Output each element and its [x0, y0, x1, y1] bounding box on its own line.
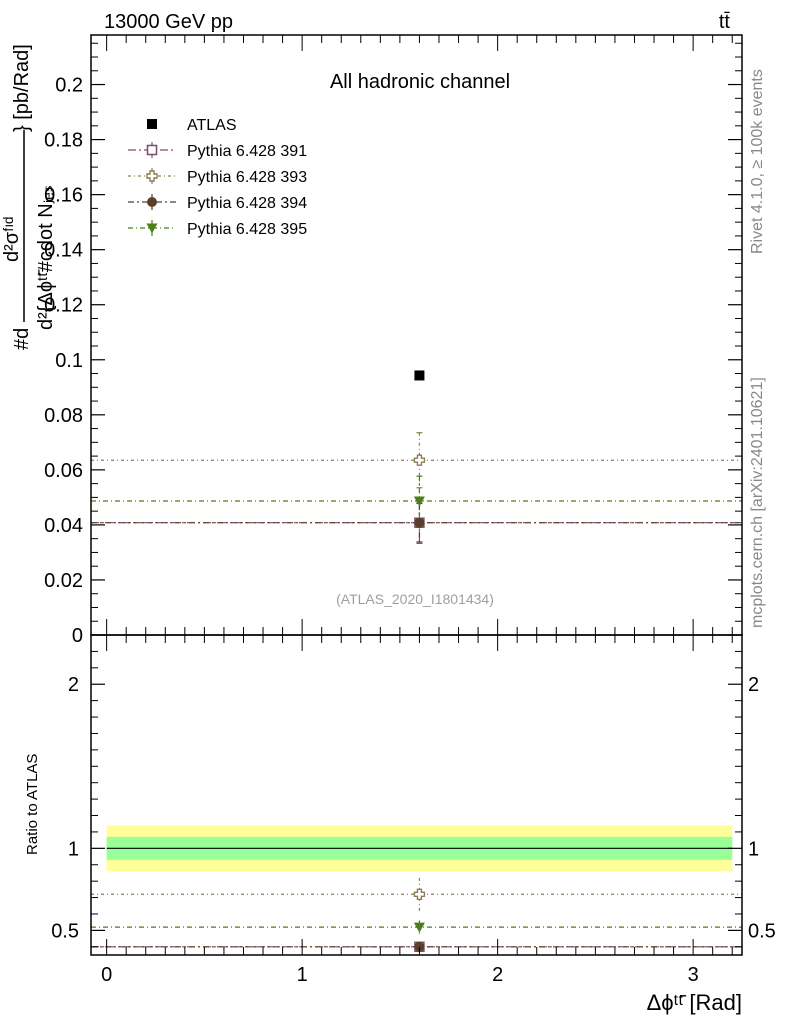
ratio-ylabel: Ratio to ATLAS — [24, 754, 41, 855]
data-point-atlas — [414, 370, 425, 381]
y-tick-label: 0.06 — [44, 460, 83, 482]
rivet-label: Rivet 4.1.0, ≥ 100k events — [749, 69, 766, 254]
y-tick-label: 0.16 — [44, 185, 83, 207]
legend-marker — [147, 197, 157, 207]
ratio-y-tick-label-right: 0.5 — [748, 920, 776, 942]
ratio-y-tick-label-right: 1 — [748, 838, 759, 860]
legend-label: Pythia 6.428 395 — [187, 221, 307, 238]
ratio-y-tick-label-left: 0.5 — [51, 920, 79, 942]
x-tick-label: 0 — [101, 964, 112, 986]
ratio-ticks — [91, 635, 742, 955]
y-tick-label: 0.1 — [55, 350, 83, 372]
data-point-pythia-6-428-394 — [414, 517, 425, 528]
x-tick-label: 1 — [297, 964, 308, 986]
ratio-point-pythia-6-428-393 — [413, 888, 426, 900]
main-ylabel: #d d²σᶠᶦᵈ d²{Δϕᵗᵗ̄#cdot Nⱼₑₛ } [pb/Rad] — [1, 44, 57, 350]
y-tick-label: 0.2 — [55, 75, 83, 97]
legend-item-pythia-6-428-393: Pythia 6.428 393 — [128, 168, 307, 186]
ratio-point-pythia-6-428-395 — [413, 922, 425, 933]
ratio-y-tick-label-left: 2 — [68, 674, 79, 696]
ylabel-frac-top: d²σᶠᶦᵈ — [1, 217, 23, 262]
data-point-pythia-6-428-393 — [413, 454, 426, 466]
legend-marker — [146, 223, 158, 234]
main-panel: 00.020.040.060.080.10.120.140.160.180.2 … — [1, 34, 743, 647]
legend: ATLAS Pythia 6.428 391 Pythia 6.428 393 Pyt… — [128, 117, 307, 238]
ylabel-prefix: #d — [11, 328, 33, 350]
legend-item-pythia-6-428-394: Pythia 6.428 394 — [128, 194, 307, 212]
legend-item-pythia-6-428-395: Pythia 6.428 395 — [128, 220, 307, 238]
legend-label: Pythia 6.428 394 — [187, 195, 307, 212]
mcplots-label: mcplots.cern.ch [arXiv:2401.10621] — [749, 377, 766, 628]
y-tick-label: 0.04 — [44, 515, 83, 537]
legend-label: Pythia 6.428 393 — [187, 169, 307, 186]
legend-label: ATLAS — [187, 117, 237, 134]
main-ticks — [91, 35, 742, 636]
main-data-points — [413, 370, 426, 528]
y-tick-label: 0.18 — [44, 130, 83, 152]
x-tick-label: 2 — [492, 964, 503, 986]
ratio-point-pythia-6-428-394 — [414, 941, 425, 952]
y-tick-label: 0.12 — [44, 295, 83, 317]
legend-marker — [147, 119, 157, 129]
legend-marker — [146, 170, 158, 182]
legend-item-pythia-6-428-391: Pythia 6.428 391 — [128, 142, 307, 160]
main-title: All hadronic channel — [330, 71, 510, 93]
legend-item-atlas: ATLAS — [147, 117, 237, 134]
y-tick-label: 0.14 — [44, 240, 83, 262]
ratio-y-tick-label-left: 1 — [68, 838, 79, 860]
y-tick-label: 0.08 — [44, 405, 83, 427]
ylabel-unit: } [pb/Rad] — [11, 44, 33, 132]
y-tick-label: 0.02 — [44, 570, 83, 592]
watermark: (ATLAS_2020_I1801434) — [336, 591, 494, 607]
x-axis-label: Δϕᵗᵗ̄ [Rad] — [647, 990, 742, 1015]
legend-marker — [146, 144, 158, 156]
ratio-xtick-labels: 0 1 2 3 — [101, 964, 699, 986]
ratio-data-points — [413, 888, 426, 953]
legend-label: Pythia 6.428 391 — [187, 143, 307, 160]
energy-label: 13000 GeV pp — [104, 11, 233, 33]
main-reference-lines — [91, 459, 742, 524]
ratio-y-tick-label-right: 2 — [748, 674, 759, 696]
ylabel-frac-bottom: d²{Δϕᵗᵗ̄#cdot Nⱼₑₛ — [35, 185, 57, 330]
y-tick-label: 0 — [72, 625, 83, 647]
main-ytick-labels: 0 0.02 0.04 0.06 0.08 0.1 0.12 0.14 0.16 0.18 0.2 — [44, 75, 83, 647]
process-label: tt̄ — [719, 11, 731, 33]
x-tick-label: 3 — [688, 964, 699, 986]
data-point-pythia-6-428-395 — [413, 496, 425, 507]
ratio-panel: 0.5 0.5 1 1 2 2 0 1 2 3 Ratio to ATLAS Δϕᵗᵗ̄ [Ra… — [24, 634, 776, 1015]
ratio-frame — [90, 634, 743, 956]
ratio-ytick-labels: 0.5 0.5 1 1 2 2 — [51, 674, 776, 942]
